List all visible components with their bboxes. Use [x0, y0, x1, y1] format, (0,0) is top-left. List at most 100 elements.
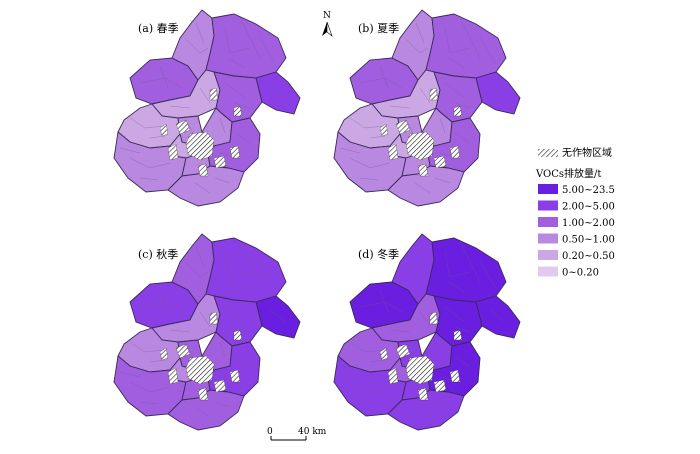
township-boundary	[434, 401, 451, 408]
no-crop-area	[185, 355, 215, 385]
no-crop-area	[233, 329, 243, 341]
legend-class-label: 5.00~23.5	[562, 185, 615, 196]
no-crop-area	[379, 347, 389, 361]
district-miyun	[205, 237, 287, 303]
no-crop-area	[453, 329, 463, 341]
township-boundary	[139, 77, 183, 89]
no-crop-area	[209, 87, 219, 101]
season-map-2	[113, 233, 301, 431]
township-boundary	[459, 17, 481, 59]
township-boundary	[447, 281, 466, 293]
scale-bar: 0 40 km	[267, 427, 327, 441]
legend-class-label: 0.20~0.50	[562, 251, 615, 262]
legend-swatch	[538, 233, 558, 244]
township-boundary	[139, 177, 159, 181]
no-crop-area	[433, 155, 447, 169]
no-crop-area	[209, 311, 219, 325]
panel-label-winter: (d) 冬季	[358, 247, 399, 261]
township-boundary	[149, 135, 166, 139]
township-boundary	[359, 301, 403, 313]
township-boundary	[224, 27, 251, 54]
township-boundary	[129, 381, 171, 393]
legend-swatch	[538, 250, 558, 260]
panel-label-summer: (b) 夏季	[358, 22, 399, 35]
township-boundary	[194, 406, 211, 418]
township-boundary	[194, 182, 211, 194]
township-boundary	[234, 102, 251, 109]
township-boundary	[224, 82, 246, 99]
legend: 无作物区域 VOCs排放量/t 5.00~23.5 2.00~5.00 1.00~2…	[535, 146, 615, 279]
no-crop-area	[449, 369, 461, 383]
district-pinggu	[255, 295, 301, 339]
township-boundary	[129, 117, 166, 129]
no-crop-area	[429, 311, 439, 325]
legend-class-label: 0~0.20	[562, 268, 599, 279]
legend-title: VOCs排放量/t	[535, 167, 601, 180]
season-map-1	[333, 9, 521, 207]
township-boundary	[444, 82, 466, 99]
township-boundary	[379, 289, 389, 313]
district-pinggu	[255, 71, 301, 115]
township-boundary	[259, 261, 276, 288]
township-boundary	[219, 117, 226, 134]
township-boundary	[227, 57, 246, 69]
township-boundary	[415, 246, 425, 268]
township-boundary	[454, 102, 471, 109]
township-boundary	[339, 147, 361, 154]
seasonal-maps	[113, 9, 521, 431]
no-crop-area	[395, 343, 411, 359]
legend-class-label: 2.00~5.00	[562, 202, 615, 213]
no-crop-area	[197, 163, 209, 177]
legend-swatch	[538, 200, 558, 211]
township-boundary	[129, 157, 171, 169]
township-boundary	[359, 401, 379, 405]
township-boundary	[404, 261, 429, 278]
township-boundary	[119, 371, 141, 378]
legend-hatch-swatch	[538, 149, 558, 157]
township-boundary	[454, 356, 471, 368]
township-boundary	[259, 37, 276, 64]
township-boundary	[234, 326, 251, 333]
north-arrow-label: N	[323, 11, 331, 21]
no-crop-area	[213, 379, 227, 393]
no-crop-area	[433, 379, 447, 393]
township-boundary	[359, 77, 403, 89]
district-pinggu	[475, 71, 521, 115]
township-boundary	[479, 37, 496, 64]
township-boundary	[199, 311, 211, 328]
no-crop-area	[453, 105, 463, 117]
township-boundary	[369, 359, 386, 363]
township-boundary	[444, 306, 466, 323]
district-pinggu	[475, 295, 521, 339]
no-crop-area	[175, 343, 191, 359]
no-crop-area	[159, 123, 169, 137]
township-boundary	[169, 105, 191, 109]
township-boundary	[415, 22, 425, 44]
no-crop-area	[159, 347, 169, 361]
township-boundary	[489, 85, 506, 99]
season-map-0	[113, 9, 301, 207]
township-boundary	[439, 117, 446, 134]
season-map-3	[333, 233, 521, 431]
township-boundary	[489, 309, 506, 323]
no-crop-area	[429, 87, 439, 101]
township-boundary	[444, 251, 471, 278]
township-boundary	[234, 356, 251, 368]
township-boundary	[349, 117, 386, 129]
township-boundary	[454, 132, 471, 144]
township-boundary	[195, 22, 205, 44]
township-boundary	[349, 157, 391, 169]
township-boundary	[359, 177, 379, 181]
township-boundary	[239, 17, 261, 59]
township-boundary	[414, 406, 431, 418]
township-boundary	[184, 37, 209, 54]
legend-swatch	[538, 266, 558, 277]
legend-swatch	[538, 217, 558, 227]
no-crop-area	[233, 105, 243, 117]
panel-label-spring: (a) 春季	[138, 22, 179, 35]
township-boundary	[339, 371, 361, 378]
township-boundary	[129, 341, 166, 353]
township-boundary	[239, 241, 261, 283]
township-boundary	[199, 87, 211, 104]
township-boundary	[159, 65, 169, 89]
